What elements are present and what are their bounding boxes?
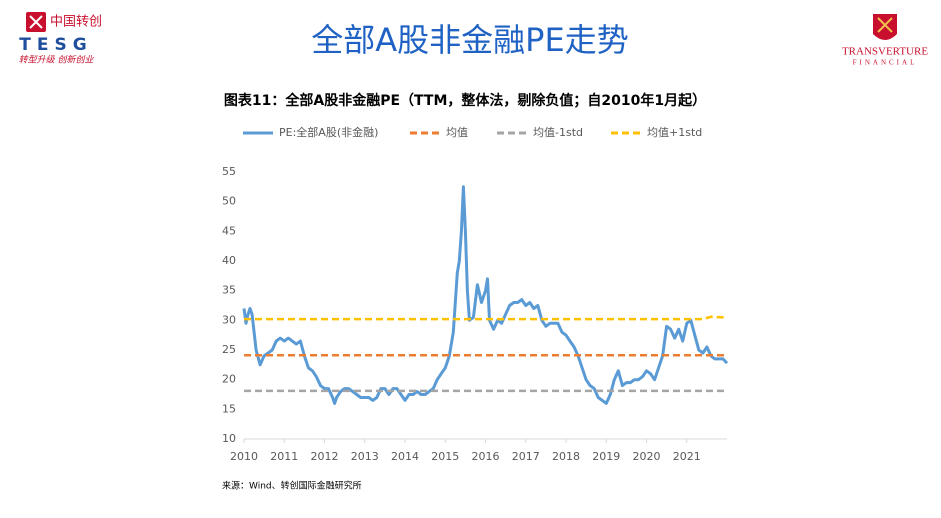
x-tick-label: 2011	[270, 450, 298, 463]
brand-cn: 中国转创	[50, 15, 102, 30]
logo-mark	[29, 15, 43, 29]
x-tick-label: 2018	[552, 450, 580, 463]
chart-title: 图表11：全部A股非金融PE（TTM，整体法，剔除负值；自2010年1月起）	[224, 92, 706, 109]
partner-mark	[877, 17, 893, 33]
y-tick-label: 35	[222, 284, 236, 297]
x-tick-label: 2012	[311, 450, 339, 463]
series-line	[244, 315, 728, 321]
x-tick-label: 2010	[230, 450, 258, 463]
x-tick-label: 2016	[472, 450, 500, 463]
x-tick-label: 2021	[673, 450, 701, 463]
x-tick-label: 2019	[592, 450, 620, 463]
y-tick-label: 25	[222, 343, 236, 356]
y-tick-label: 15	[222, 402, 236, 415]
series-line	[242, 185, 729, 405]
y-tick-label: 55	[222, 165, 236, 178]
y-tick-label: 30	[222, 313, 236, 326]
slide-title: 全部A股非金融PE走势	[311, 21, 628, 59]
legend-label: PE:全部A股(非金融)	[279, 125, 378, 139]
y-tick-label: 45	[222, 224, 236, 237]
x-tick-label: 2013	[351, 450, 379, 463]
partner-sub: FINANCIAL	[853, 59, 918, 67]
y-tick-label: 20	[222, 373, 236, 386]
plot: 10 15 20 25 30 35 40 45 50 55 2010 2011 2012 2013 2014…	[222, 125, 729, 463]
partner-shield	[873, 14, 897, 40]
legend-label: 均值-1std	[533, 126, 583, 139]
x-tick-label: 2017	[512, 450, 540, 463]
partner-name: TRANSVERTURE	[842, 46, 928, 58]
brand-en: TESG	[19, 35, 92, 55]
x-tick-label: 2020	[633, 450, 661, 463]
x-tick-label: 2014	[391, 450, 419, 463]
y-tick-label: 10	[222, 432, 236, 445]
slogan: 转型升级 创新创业	[19, 55, 95, 66]
y-tick-label: 40	[222, 254, 236, 267]
legend-label: 均值+1std	[647, 126, 702, 139]
source: 来源：Wind、转创国际金融研究所	[222, 480, 362, 492]
y-tick-label: 50	[222, 195, 236, 208]
legend-label: 均值	[446, 126, 468, 139]
x-tick-label: 2015	[431, 450, 459, 463]
